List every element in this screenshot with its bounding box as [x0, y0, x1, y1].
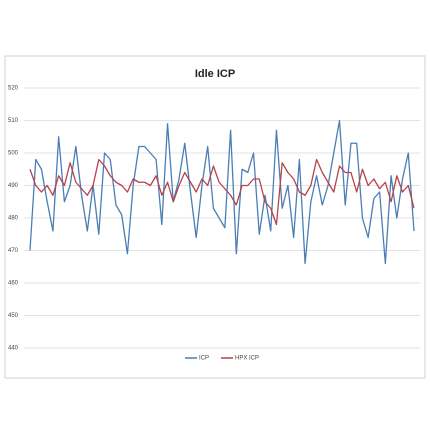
y-tick-label: 510: [8, 118, 19, 124]
y-tick-label: 440: [8, 346, 19, 352]
y-tick-label: 470: [8, 248, 19, 254]
y-tick-label: 450: [8, 313, 19, 319]
chart-frame: [4, 55, 426, 379]
legend-label: ICP: [199, 356, 209, 362]
y-tick-label: 480: [8, 216, 19, 222]
chart-title: Idle ICP: [195, 68, 235, 80]
legend-label: HPX ICP: [235, 356, 259, 362]
y-tick-label: 500: [8, 151, 19, 157]
y-tick-label: 520: [8, 86, 19, 92]
series-line: [29, 158, 415, 226]
y-tick-label: 490: [8, 183, 19, 189]
series-line: [29, 119, 415, 265]
y-tick-label: 460: [8, 281, 19, 287]
